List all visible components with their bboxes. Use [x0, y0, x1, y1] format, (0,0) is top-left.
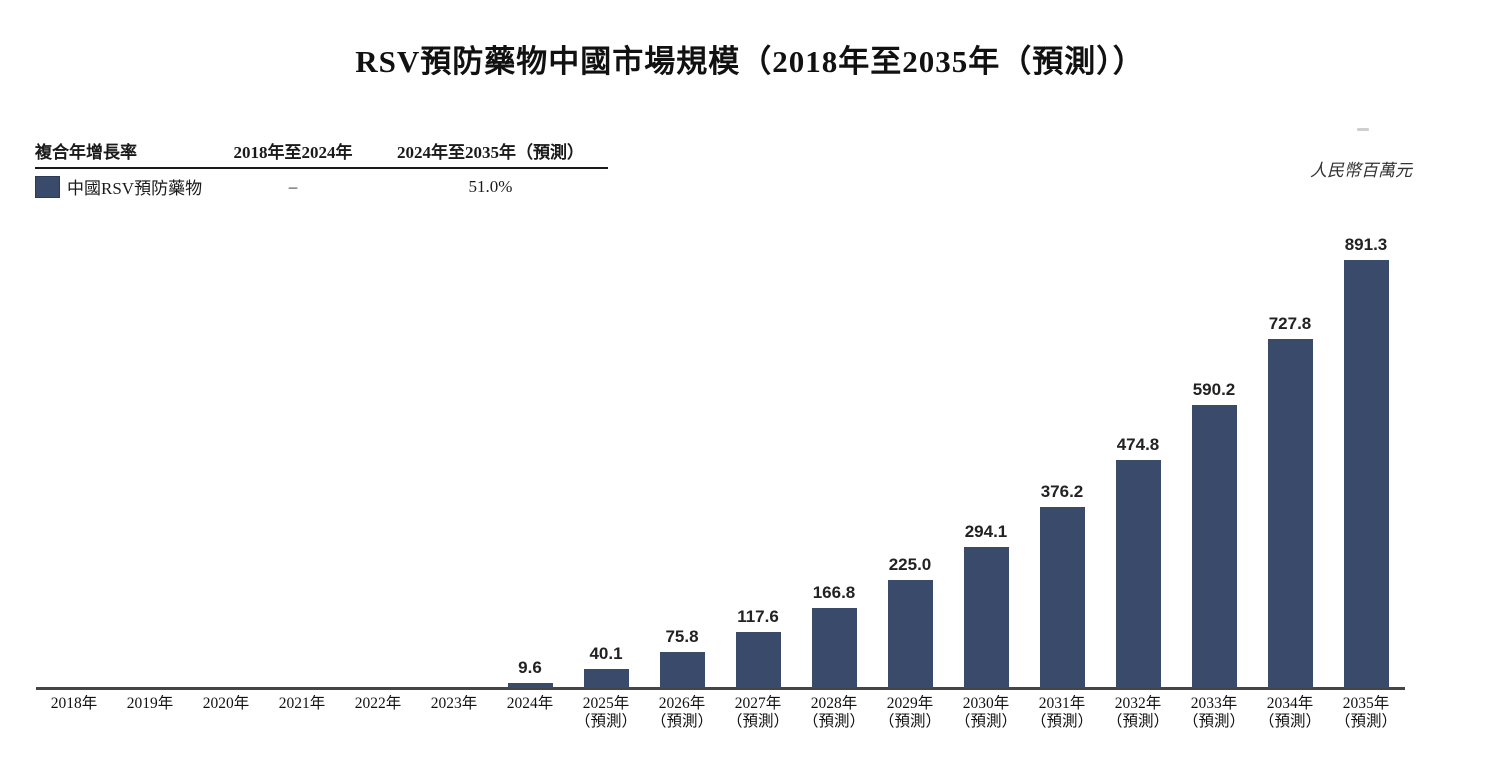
- bar: [887, 580, 933, 688]
- x-axis-tick-label: 2032年 （預測）: [1106, 695, 1169, 730]
- bar-value-label: 40.1: [589, 644, 623, 663]
- x-axis-tick-label: 2031年 （預測）: [1030, 695, 1093, 730]
- unit-label: 人民幣百萬元: [1310, 161, 1412, 180]
- bar-value-label: 75.8: [665, 627, 699, 646]
- x-axis-tick-label: 2026年 （預測）: [650, 695, 713, 730]
- chart-title: RSV預防藥物中國市場規模（2018年至2035年（預測））: [355, 44, 1145, 79]
- cagr-table-header: 複合年增長率 2018年至2024年 2024年至2035年（預測）: [35, 138, 608, 169]
- bar: [507, 683, 553, 688]
- cagr-value-2018-2024: –: [288, 176, 298, 196]
- x-axis-tick-label: 2027年 （預測）: [726, 695, 789, 730]
- bar-value-label: 294.1: [964, 522, 1008, 541]
- bar: [1267, 339, 1313, 688]
- x-axis-tick-label: 2022年: [354, 695, 402, 712]
- x-axis-tick-label: 2028年 （預測）: [802, 695, 865, 730]
- x-axis-tick-label: 2025年 （預測）: [574, 695, 637, 730]
- bar-value-label: 9.6: [518, 658, 542, 677]
- bar-value-label: 225.0: [888, 555, 932, 574]
- bar-value-label: 117.6: [737, 607, 779, 626]
- bar: [1191, 405, 1237, 688]
- bar-value-label: 474.8: [1116, 435, 1160, 454]
- x-axis-tick-label: 2023年: [430, 695, 478, 712]
- x-axis-tick-label: 2030年 （預測）: [954, 695, 1017, 730]
- bar: [659, 652, 705, 688]
- bar-value-label: 590.2: [1192, 380, 1236, 399]
- cagr-header-period-2024-2035: 2024年至2035年（預測）: [397, 143, 584, 162]
- legend-series-label: 中國RSV預防藥物: [67, 179, 203, 198]
- bar: [963, 547, 1009, 688]
- bar-value-label: 376.2: [1040, 482, 1084, 501]
- cagr-table-row: 中國RSV預防藥物 – 51.0%: [35, 169, 608, 199]
- bar-value-label: 727.8: [1268, 314, 1312, 333]
- bar: [811, 608, 857, 688]
- x-axis-tick-label: 2024年: [506, 695, 554, 712]
- bar: [1039, 507, 1085, 688]
- x-axis-tick-label: 2029年 （預測）: [878, 695, 941, 730]
- legend-swatch: [35, 175, 60, 198]
- x-axis-tick-label: 2034年 （預測）: [1258, 695, 1321, 730]
- x-axis-tick-label: 2018年: [50, 695, 98, 712]
- cagr-header-period-2018-2024: 2018年至2024年: [233, 143, 353, 162]
- cagr-value-2024-2035: 51.0%: [468, 176, 513, 196]
- x-axis-tick-label: 2019年: [126, 695, 174, 712]
- x-axis-tick-label: 2021年: [278, 695, 326, 712]
- bar-value-label: 166.8: [812, 583, 856, 602]
- bar: [583, 669, 629, 688]
- bar: [1115, 460, 1161, 688]
- bar: [735, 632, 781, 688]
- bar-value-label: 891.3: [1344, 235, 1388, 254]
- smudge-mark: [1357, 128, 1369, 131]
- legend-entry: 中國RSV預防藥物: [35, 174, 213, 199]
- bar: [1343, 260, 1389, 688]
- x-axis-tick-label: 2035年 （預測）: [1334, 695, 1397, 730]
- x-axis-tick-label: 2033年 （預測）: [1182, 695, 1245, 730]
- cagr-header-metric: 複合年增長率: [35, 143, 137, 162]
- x-axis-line: [36, 687, 1405, 690]
- cagr-table: 複合年增長率 2018年至2024年 2024年至2035年（預測） 中國RSV…: [35, 138, 608, 199]
- x-axis-tick-label: 2020年: [202, 695, 250, 712]
